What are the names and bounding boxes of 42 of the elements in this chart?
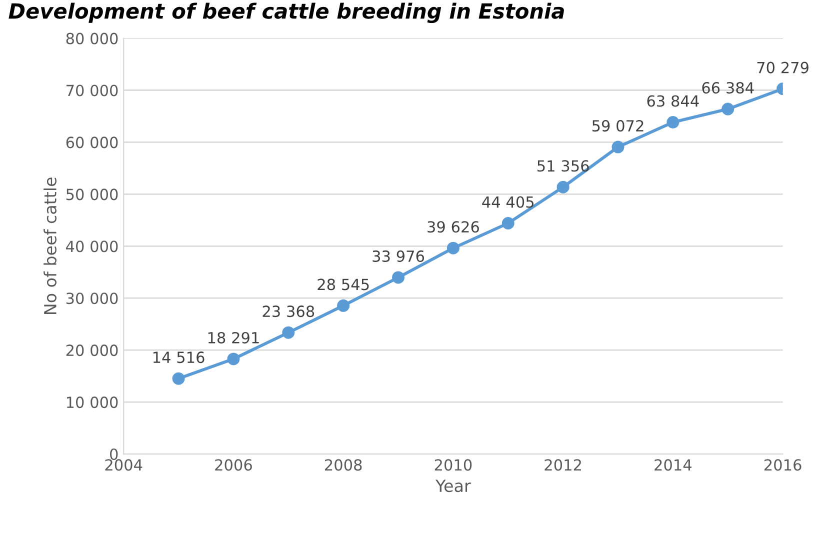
point: [612, 140, 624, 154]
x-tick-label: 2016: [764, 459, 802, 471]
y-tick-label: 20 000: [66, 344, 118, 356]
data-label: 66 384: [702, 82, 754, 94]
x-tick-label: 2010: [434, 459, 472, 471]
data-label: 39 626: [428, 221, 479, 233]
point: [666, 116, 680, 128]
x-tick-label: 2006: [215, 459, 252, 471]
chart-title: Development of beef cattle breeding in Estonia: [8, 2, 564, 24]
point: [722, 102, 734, 116]
point: [502, 217, 514, 230]
data-label: 33 976: [372, 250, 424, 262]
y-tick-label: 70 000: [66, 84, 118, 96]
data-label: 23 368: [262, 306, 314, 318]
point: [337, 299, 350, 312]
data-label: 14 516: [153, 352, 204, 364]
x-tick-label: 2004: [105, 459, 142, 471]
point: [446, 242, 460, 254]
point: [392, 271, 405, 284]
data-label: 18 291: [208, 332, 259, 344]
x-tick-label: 2012: [544, 459, 581, 471]
y-axis-title: No of beef cattle: [44, 178, 56, 314]
x-tick-label: 2008: [325, 459, 362, 471]
y-tick-label: 10 000: [66, 396, 118, 408]
data-label: 63 844: [647, 95, 699, 107]
x-tick-label: 2014: [654, 459, 692, 471]
point: [227, 352, 240, 366]
data-label: 28 545: [318, 278, 369, 290]
x-axis-title: Year: [436, 480, 471, 492]
y-tick-label: 60 000: [66, 136, 118, 148]
data-label: 51 356: [538, 160, 589, 172]
point: [556, 180, 570, 194]
point: [282, 326, 295, 339]
y-tick-label: 80 000: [66, 32, 118, 44]
y-tick-label: 50 000: [66, 188, 118, 200]
data-label: 44 405: [482, 196, 534, 208]
y-tick-label: 0: [110, 448, 118, 460]
point: [172, 372, 185, 385]
data-label: 70 279: [757, 62, 808, 74]
y-tick-label: 40 000: [66, 240, 118, 252]
data-label: 59 072: [592, 120, 644, 132]
y-tick-label: 30 000: [66, 292, 118, 304]
